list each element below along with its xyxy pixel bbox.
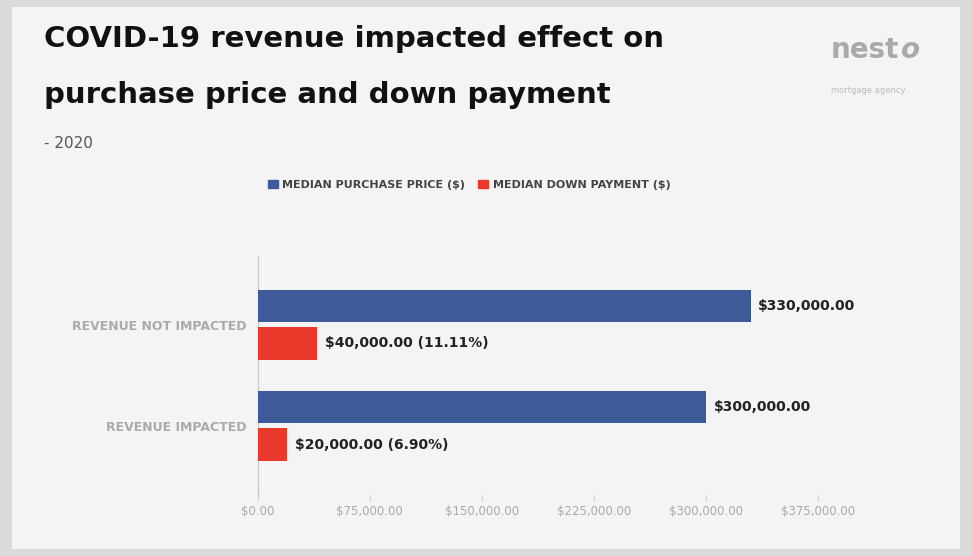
Text: $300,000.00: $300,000.00	[713, 400, 811, 414]
Text: COVID-19 revenue impacted effect on: COVID-19 revenue impacted effect on	[44, 25, 664, 53]
Text: $40,000.00 (11.11%): $40,000.00 (11.11%)	[325, 336, 489, 350]
Bar	[258, 290, 750, 322]
Text: nest: nest	[831, 36, 899, 64]
Text: - 2020: - 2020	[44, 136, 92, 151]
Text: $20,000.00 (6.90%): $20,000.00 (6.90%)	[295, 438, 448, 451]
Text: $330,000.00: $330,000.00	[758, 299, 855, 313]
Bar	[258, 429, 288, 461]
Text: mortgage agency: mortgage agency	[831, 86, 906, 95]
Legend: MEDIAN PURCHASE PRICE ($), MEDIAN DOWN PAYMENT ($): MEDIAN PURCHASE PRICE ($), MEDIAN DOWN P…	[263, 175, 675, 194]
Bar	[258, 327, 317, 360]
Bar	[258, 391, 706, 424]
Text: o: o	[901, 36, 920, 64]
Text: purchase price and down payment: purchase price and down payment	[44, 81, 610, 108]
